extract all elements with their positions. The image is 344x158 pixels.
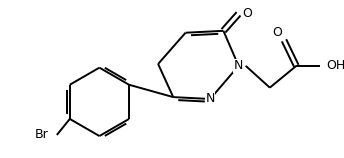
Text: Br: Br bbox=[35, 128, 49, 141]
Text: N: N bbox=[205, 92, 215, 106]
Text: O: O bbox=[243, 7, 252, 20]
Text: OH: OH bbox=[326, 59, 344, 72]
Text: O: O bbox=[272, 26, 282, 39]
Text: N: N bbox=[234, 59, 243, 72]
